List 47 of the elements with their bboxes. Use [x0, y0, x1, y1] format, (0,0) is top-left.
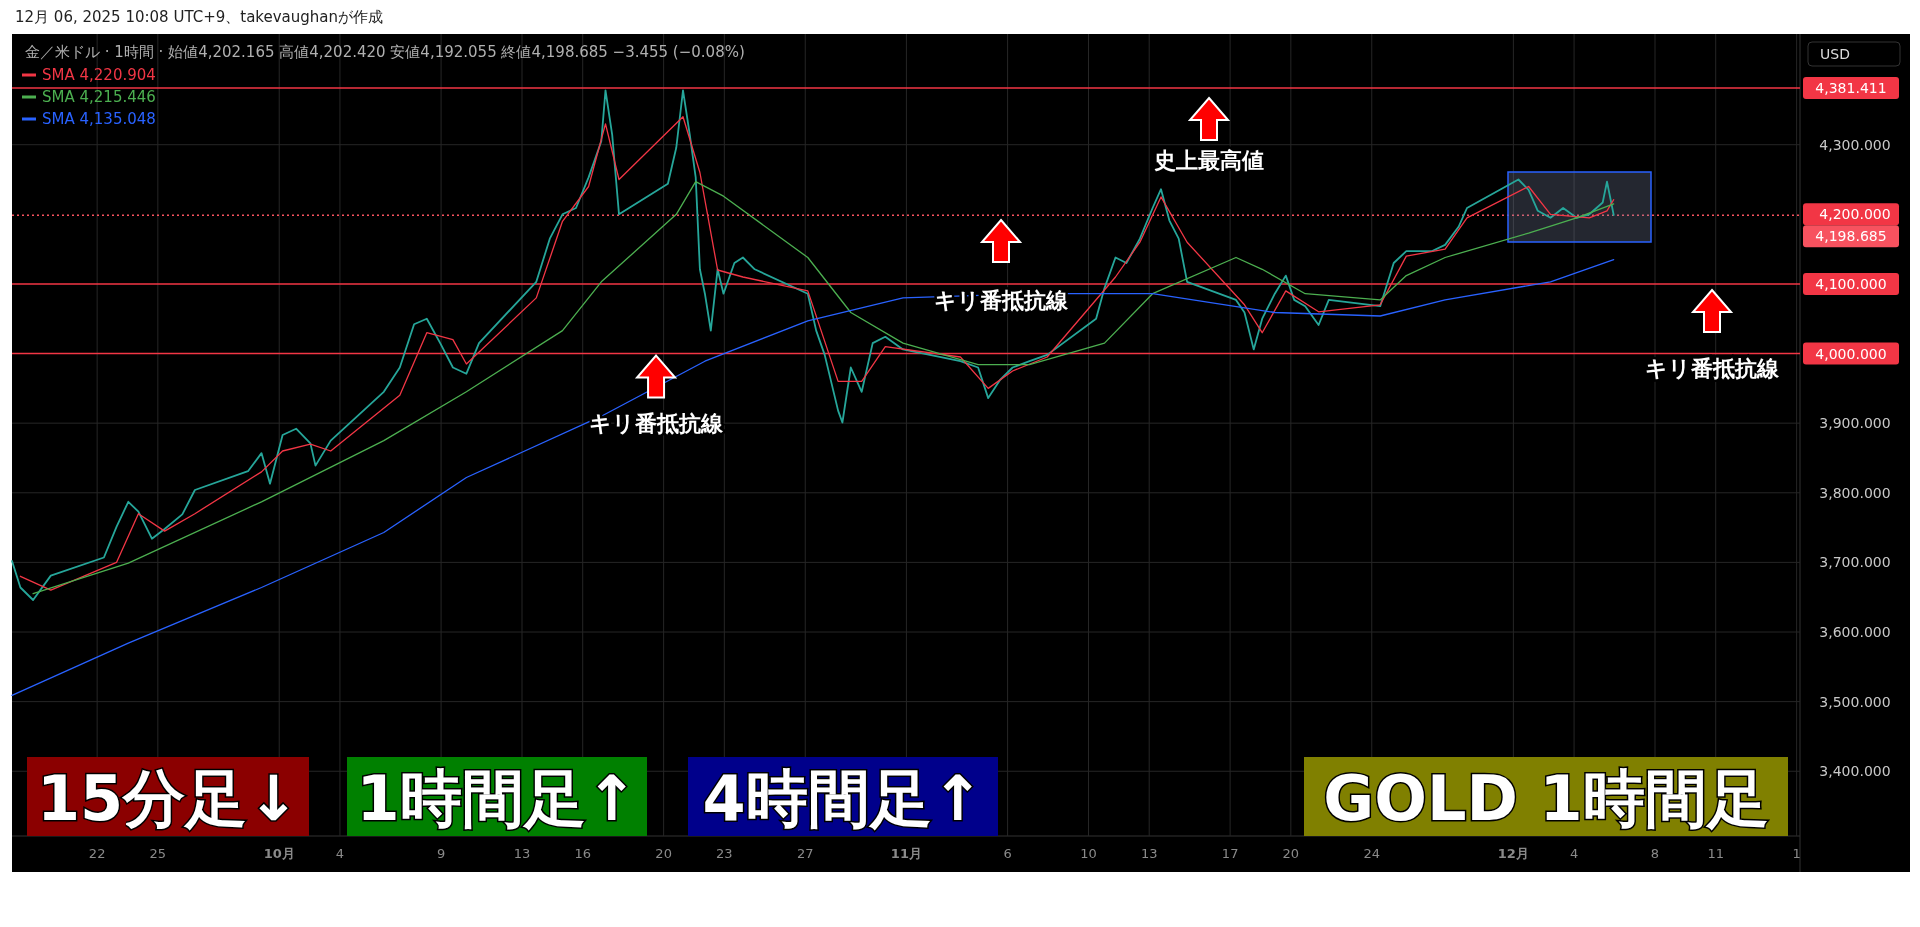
x-tick-label: 13	[1140, 846, 1158, 861]
x-tick-label: 4	[1569, 846, 1579, 861]
y-tick-label: 3,900.000	[1819, 415, 1891, 432]
ref-line-label: 4,000.000	[1815, 345, 1887, 362]
y-tick-label: 4,200.000	[1819, 206, 1891, 223]
x-tick-label: 20	[1282, 846, 1300, 861]
x-tick-label: 1	[1792, 846, 1801, 861]
y-tick-label: 3,400.000	[1819, 763, 1891, 780]
x-tick-label: 8	[1650, 846, 1660, 861]
x-tick-label: 13	[513, 846, 531, 861]
y-tick-label: 4,300.000	[1819, 136, 1891, 153]
x-tick-label: 9	[436, 846, 446, 861]
x-tick-label: 25	[149, 846, 167, 861]
x-tick-label: 10	[1080, 846, 1097, 861]
y-tick-label: 3,700.000	[1819, 554, 1891, 571]
x-tick-label: 24	[1363, 846, 1381, 861]
y-tick-label: 3,500.000	[1819, 693, 1891, 710]
x-tick-label: 4	[335, 846, 345, 861]
chart-title: 12月 06, 2025 10:08 UTC+9、takevaughanが作成	[15, 8, 384, 26]
y-tick-label: 3,600.000	[1819, 624, 1891, 641]
x-tick-label: 10月	[263, 846, 295, 861]
legend-label: SMA 4,220.904	[42, 66, 156, 84]
legend-label: SMA 4,135.048	[42, 110, 156, 128]
annotation: 史上最高値	[1154, 148, 1264, 173]
x-tick-label: 23	[716, 846, 733, 861]
annotation: GOLD 1時間足	[1323, 762, 1769, 835]
annotation: キリ番抵抗線	[1645, 356, 1780, 381]
x-tick-label: 22	[88, 846, 106, 861]
x-tick-label: 20	[655, 846, 672, 861]
x-tick-label: 11月	[890, 846, 922, 861]
ref-line-label: 4,100.000	[1815, 275, 1887, 292]
annotation: キリ番抵抗線	[589, 410, 725, 436]
x-tick-label: 6	[1003, 846, 1012, 861]
legend-label: SMA 4,215.446	[42, 88, 156, 106]
x-tick-label: 11	[1707, 846, 1724, 861]
y-axis-title: USD	[1820, 46, 1850, 62]
x-tick-label: 12月	[1497, 846, 1529, 861]
annotation: 4時間足↑	[702, 762, 984, 835]
x-tick-label: 17	[1221, 846, 1239, 861]
ref-line-label: 4,198.685	[1815, 228, 1887, 245]
annotation: 1時間足↑	[356, 762, 638, 835]
x-tick-label: 16	[574, 846, 591, 861]
annotation: 15分足↓	[36, 762, 300, 835]
y-tick-label: 3,800.000	[1819, 484, 1891, 501]
ref-line-label: 4,381.411	[1815, 80, 1887, 97]
x-tick-label: 27	[796, 846, 814, 861]
text: 金／米ドル · 1時間 · 始値4,202.165 高値4,202.420 安値4,192.055 終値4,198.685 −3.455 (−0.08%)	[25, 43, 745, 61]
